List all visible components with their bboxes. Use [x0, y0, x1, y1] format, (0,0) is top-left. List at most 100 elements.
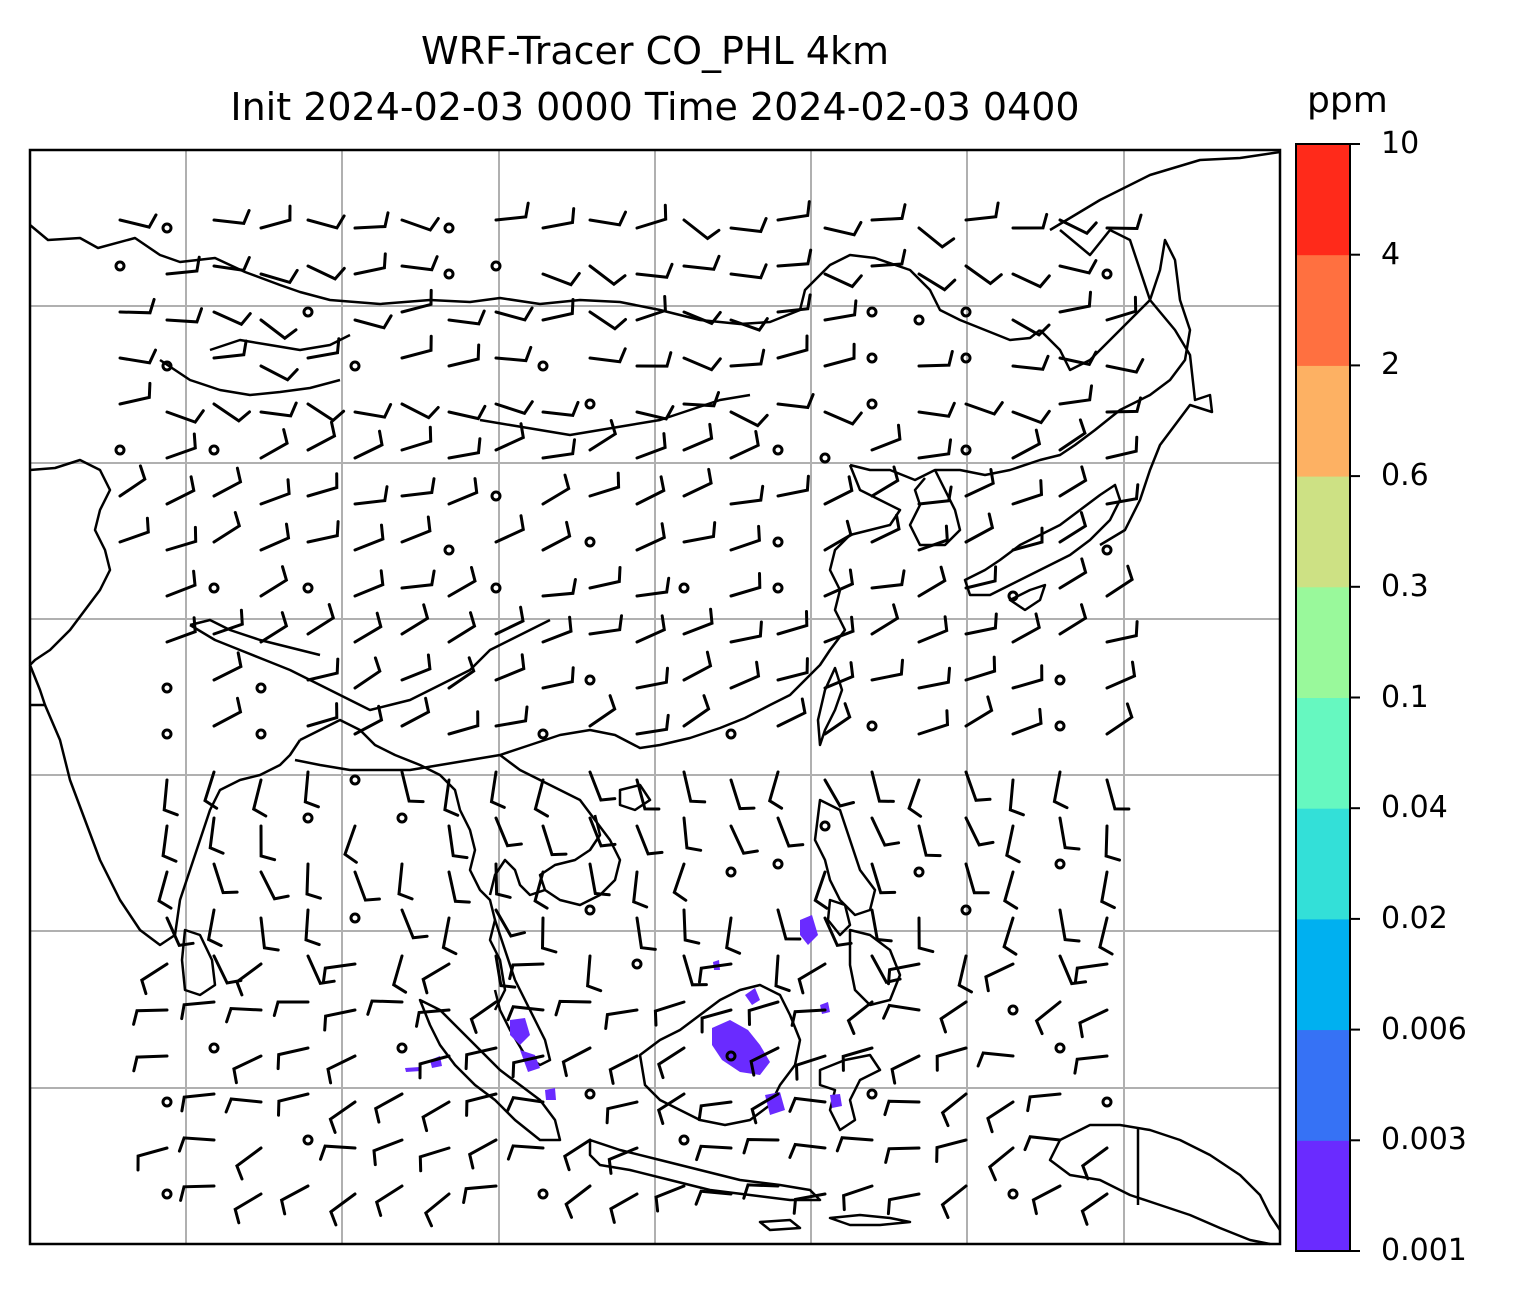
wind-barb	[400, 653, 432, 682]
colorbar-segment	[1296, 365, 1350, 477]
wind-barb	[494, 954, 517, 989]
calm-wind-marker	[490, 582, 502, 594]
wind-barb	[259, 478, 291, 506]
wind-barb	[400, 255, 439, 272]
wind-barb	[494, 201, 530, 222]
wind-barb	[494, 653, 526, 682]
calm-wind-marker	[960, 306, 972, 318]
wind-barb	[588, 347, 627, 364]
colorbar-segment	[1296, 1140, 1350, 1252]
wind-barb	[657, 1046, 686, 1080]
wind-barb	[304, 908, 321, 947]
colorbar-segment	[1296, 808, 1350, 920]
wind-barb	[508, 962, 545, 981]
calm-wind-marker	[631, 958, 643, 970]
wind-barb	[353, 314, 393, 330]
wind-barb	[654, 1184, 686, 1213]
wind-barb	[1011, 354, 1050, 371]
wind-barb	[729, 348, 766, 368]
calm-wind-marker	[772, 444, 784, 456]
wind-barb	[887, 962, 921, 986]
colorbar-segment	[1296, 697, 1350, 809]
wind-barb	[212, 511, 242, 544]
wind-barb	[541, 271, 581, 287]
wind-barb	[794, 1054, 827, 1081]
wind-barb	[607, 1146, 639, 1175]
wind-barb	[870, 423, 902, 452]
wind-barb	[400, 217, 440, 232]
wind-barb	[940, 1092, 968, 1128]
tracer-concentration	[405, 915, 842, 1115]
calm-wind-marker	[584, 674, 596, 686]
calm-wind-marker	[584, 904, 596, 916]
wind-barb	[232, 1054, 263, 1085]
wind-barb	[632, 870, 649, 909]
calm-wind-marker	[866, 398, 878, 410]
wind-barb	[935, 1046, 968, 1072]
wind-barb	[917, 709, 950, 736]
wind-barb	[554, 999, 592, 1017]
calm-wind-marker	[772, 858, 784, 870]
calm-wind-marker	[1101, 1096, 1113, 1108]
wind-barb	[353, 429, 384, 460]
calm-wind-marker	[349, 912, 361, 924]
wind-barb	[326, 1054, 357, 1085]
wind-barb	[635, 522, 666, 552]
wind-barb	[1058, 816, 1081, 851]
wind-barb	[1023, 1135, 1062, 1152]
wind-barb	[353, 704, 384, 736]
wind-barb	[586, 954, 603, 993]
calm-wind-marker	[678, 1134, 690, 1146]
wind-barb	[118, 297, 156, 315]
wind-barb	[306, 702, 339, 728]
wind-barb	[823, 778, 855, 808]
wind-barb	[165, 307, 203, 324]
wind-barb	[907, 778, 923, 818]
wind-barb	[447, 343, 481, 368]
wind-barb	[1008, 778, 1025, 817]
wind-barb	[1073, 1054, 1109, 1075]
wind-barb	[447, 824, 469, 860]
calm-wind-marker	[913, 866, 925, 878]
wind-barb	[823, 410, 863, 426]
wind-barb	[588, 310, 627, 331]
wind-barb	[917, 666, 951, 690]
wind-barb	[259, 318, 298, 341]
wind-barb	[541, 578, 577, 598]
wind-barb	[1073, 962, 1109, 984]
wind-barb	[940, 1184, 968, 1219]
wind-barb	[541, 824, 568, 857]
wind-barb	[788, 1142, 827, 1159]
wind-barb	[776, 657, 809, 682]
wind-barb	[233, 1192, 263, 1225]
wind-barb	[682, 467, 713, 498]
wind-barb	[1011, 428, 1042, 460]
wind-barb	[842, 1184, 874, 1212]
wind-barb	[986, 1100, 1015, 1134]
wind-barb	[1011, 526, 1044, 552]
wind-barb	[494, 862, 512, 899]
wind-barb	[682, 770, 707, 804]
wind-barb	[870, 465, 900, 498]
calm-wind-marker	[819, 452, 831, 464]
calm-wind-marker	[1054, 858, 1066, 870]
calm-wind-marker	[725, 866, 737, 878]
wind-barb	[423, 1192, 451, 1228]
wind-barb	[1100, 870, 1116, 910]
wind-barb	[259, 611, 289, 644]
colorbar-tick-label: 0.003	[1381, 1122, 1467, 1158]
wind-barb	[1031, 1184, 1062, 1216]
wind-barb	[443, 778, 460, 817]
wind-barb	[917, 438, 952, 460]
wind-barb	[604, 1008, 639, 1030]
wind-barb	[303, 770, 320, 809]
wind-barb	[541, 207, 576, 230]
wind-barb	[465, 1092, 498, 1117]
wind-barb	[605, 1100, 639, 1125]
wind-barb	[353, 611, 383, 644]
wind-barb	[776, 334, 809, 360]
colorbar-tick-label: 0.006	[1381, 1011, 1467, 1047]
wind-barb	[823, 342, 856, 368]
wind-barb	[306, 954, 336, 986]
